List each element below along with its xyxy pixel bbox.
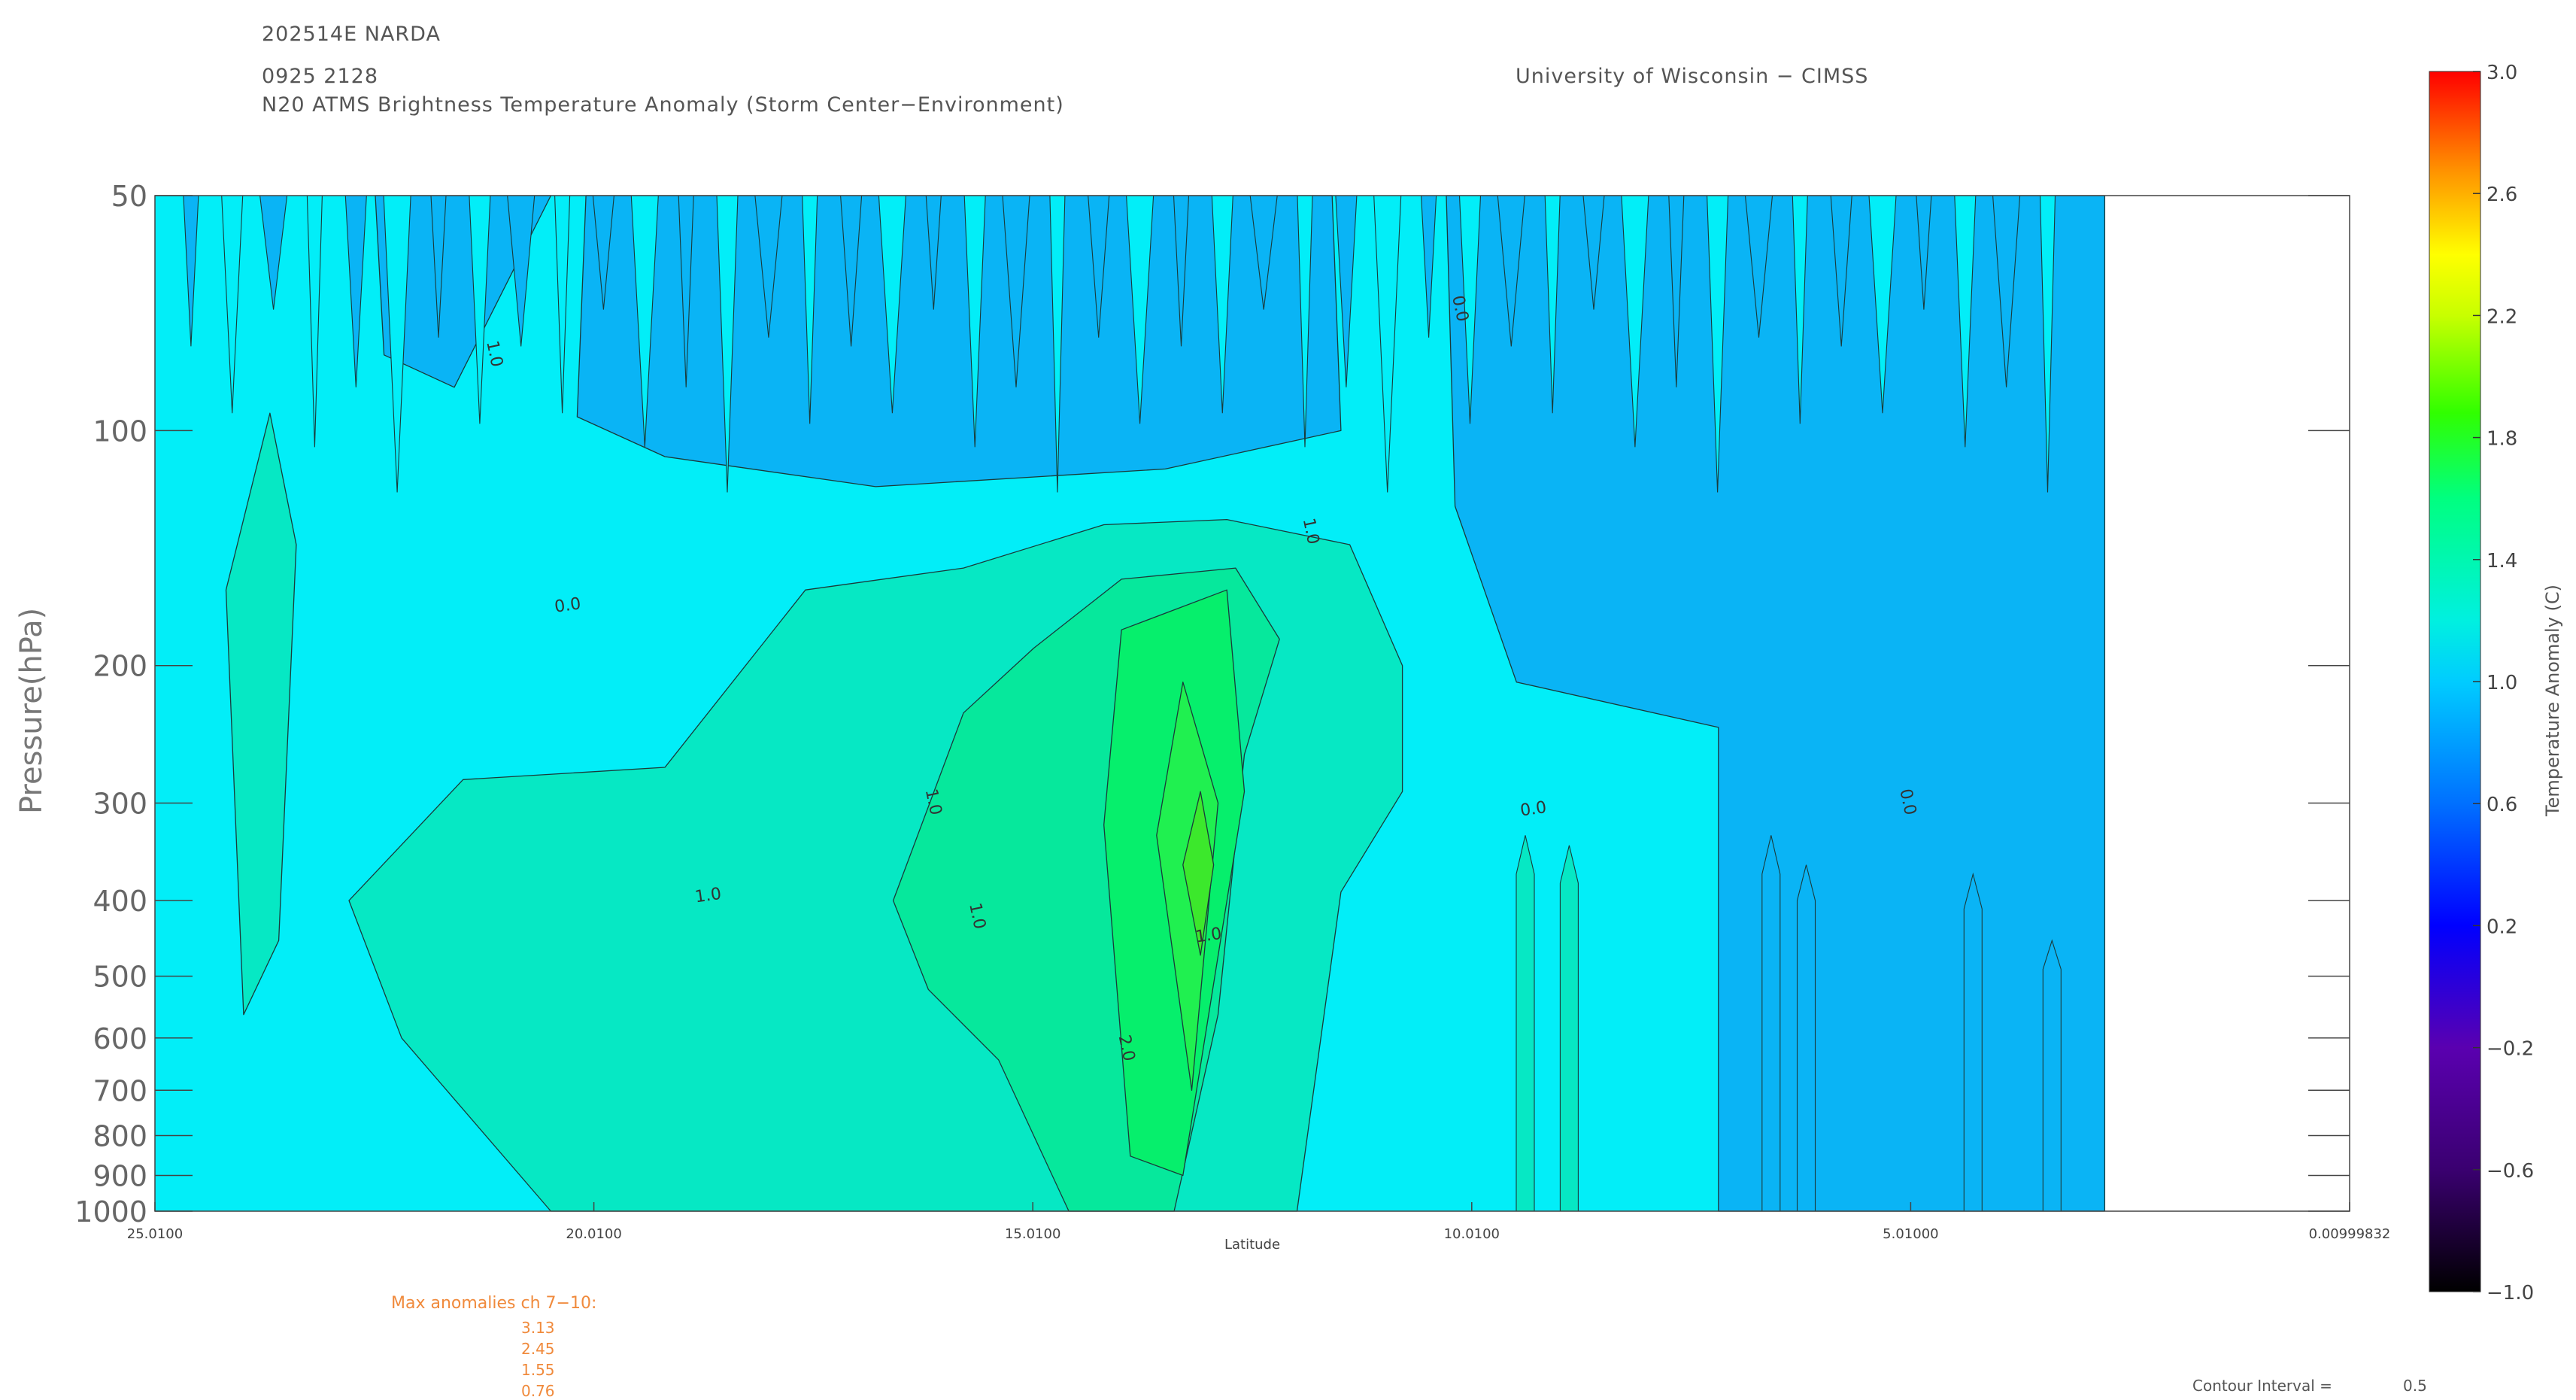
anomaly-regions [225, 195, 2106, 1212]
colorbar-gradient [2429, 71, 2481, 1292]
max-anomaly-ch9: 1.55 [521, 1361, 555, 1379]
x-tick-label-0: 25.0100 [127, 1226, 183, 1242]
no-data-area [2104, 196, 2350, 1211]
y-tick-label-100: 100 [93, 415, 147, 448]
x-tick-label-3: 10.0100 [1444, 1226, 1500, 1242]
max-anomaly-ch8: 2.45 [521, 1340, 555, 1358]
max-anomaly-ch10: 0.76 [521, 1382, 555, 1400]
colorbar: 3.0 2.6 2.2 1.8 1.4 1.0 0.6 0.2 −0.2 −0.6 −1.0 [2429, 62, 2534, 1304]
colorbar-tick-label-1: 2.6 [2486, 184, 2517, 206]
lower-stripe-3 [1796, 864, 1816, 1212]
max-anomalies-title: Max anomalies ch 7−10: [391, 1294, 597, 1313]
colorbar-label: Temperature Anomaly (C) [2542, 585, 2563, 817]
lower-stripe-0 [1516, 835, 1535, 1212]
anomaly-region-8 [1182, 791, 1215, 956]
lower-stripe-1 [1559, 845, 1579, 1212]
max-anomaly-ch7: 3.13 [521, 1319, 555, 1337]
y-tick-label-200: 200 [93, 650, 147, 683]
colorbar-tick-label-0: 3.0 [2486, 62, 2517, 84]
anomaly-region-4 [225, 412, 297, 1016]
contour-label-6: 1.0 [1194, 925, 1223, 947]
anomaly-region-2 [1446, 195, 2106, 1212]
colorbar-tick-label-3: 1.8 [2486, 428, 2517, 451]
x-axis-title: Latitude [1224, 1237, 1280, 1253]
axes: 50 100 200 300 400 500 600 700 800 900100025.0100… [74, 180, 2390, 1242]
storm-id: 202514E NARDA [262, 23, 441, 46]
y-tick-label-900: 900 [93, 1160, 147, 1193]
colorbar-tick-label-8: −0.2 [2486, 1038, 2534, 1061]
contour-label-3: 1.0 [694, 885, 723, 907]
y-tick-label-50: 50 [111, 180, 147, 213]
vertical-contour-stripes [183, 195, 2062, 1212]
x-tick-label-5: 0.00999832 [2309, 1226, 2391, 1242]
contour-label-9: 0.0 [1519, 798, 1548, 821]
y-tick-label-500: 500 [93, 961, 147, 994]
plot-frame [154, 195, 2350, 1212]
contour-interval-value: 0.5 [2403, 1377, 2427, 1395]
institution-label: University of Wisconsin − CIMSS [1516, 65, 1869, 88]
colorbar-tick-label-4: 1.4 [2486, 550, 2517, 572]
y-axis-title: Pressure(hPa) [14, 608, 49, 814]
y-tick-label-600: 600 [93, 1022, 147, 1055]
colorbar-tick-label-7: 0.2 [2486, 916, 2517, 938]
lower-stripe-4 [1963, 872, 1983, 1212]
y-tick-label-700: 700 [93, 1074, 147, 1107]
contour-interval-label: Contour Interval = [2192, 1377, 2332, 1395]
product-title: N20 ATMS Brightness Temperature Anomaly … [262, 93, 1064, 117]
x-tick-label-4: 5.01000 [1883, 1226, 1938, 1242]
y-tick-label-300: 300 [93, 787, 147, 820]
y-tick-label-800: 800 [93, 1119, 147, 1152]
lower-stripe-5 [2042, 939, 2062, 1212]
x-tick-label-2: 15.0100 [1005, 1226, 1060, 1242]
y-tick-label-1000: 1000 [74, 1195, 147, 1228]
y-tick-label-400: 400 [93, 885, 147, 918]
colorbar-tick-label-5: 1.0 [2486, 672, 2517, 694]
colorbar-tick-label-10: −1.0 [2486, 1282, 2534, 1304]
colorbar-tick-label-2: 2.2 [2486, 305, 2517, 328]
max-anomalies-block: Max anomalies ch 7−10: 3.13 2.45 1.55 0.… [391, 1294, 596, 1400]
colorbar-tick-label-9: −0.6 [2486, 1160, 2534, 1183]
x-tick-label-1: 20.0100 [566, 1226, 621, 1242]
colorbar-tick-label-6: 0.6 [2486, 794, 2517, 816]
lower-stripe-2 [1761, 835, 1781, 1212]
datetime-stamp: 0925 2128 [262, 65, 379, 88]
contour-label-0: 0.0 [554, 594, 582, 617]
